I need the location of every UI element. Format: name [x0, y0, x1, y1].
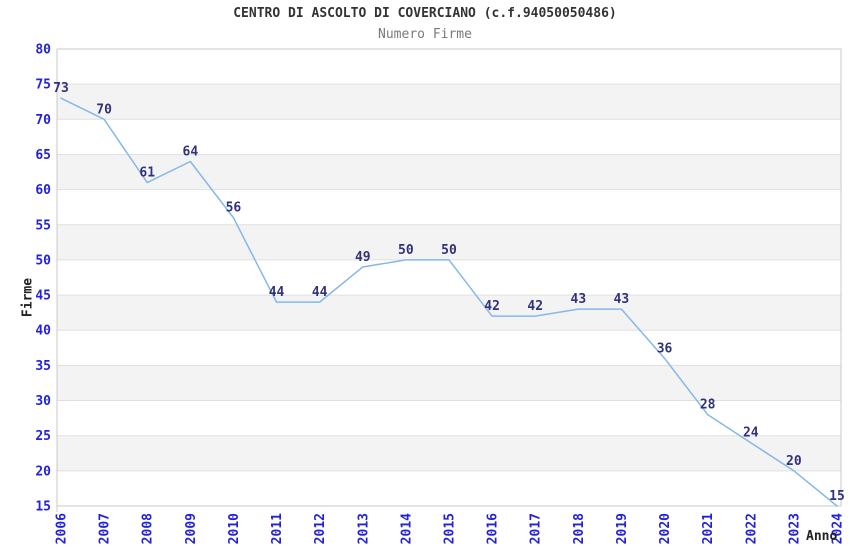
x-tick-label: 2014 [399, 513, 414, 544]
x-tick-label: 2011 [270, 513, 285, 544]
y-tick-label: 75 [35, 78, 51, 93]
value-label: 44 [269, 285, 285, 300]
value-label: 70 [96, 102, 112, 117]
x-tick-label: 2010 [227, 513, 242, 544]
y-tick-label: 55 [35, 218, 51, 233]
y-tick-label: 35 [35, 359, 51, 374]
chart-title: CENTRO DI ASCOLTO DI COVERCIANO (c.f.940… [233, 6, 617, 21]
x-tick-label: 2020 [658, 513, 673, 544]
x-tick-label: 2024 [831, 513, 846, 544]
x-tick-label: 2023 [787, 513, 802, 544]
value-label: 42 [527, 299, 543, 314]
value-label: 15 [829, 489, 845, 504]
x-tick-label: 2015 [443, 513, 458, 544]
value-label: 64 [183, 144, 199, 159]
x-tick-label: 2016 [486, 513, 501, 544]
x-tick-label: 2019 [615, 513, 630, 544]
plot-band [57, 154, 841, 190]
y-axis-title: Firme [20, 277, 36, 318]
x-axis-title: Anno [806, 529, 838, 544]
x-tick-label: 2017 [529, 513, 544, 544]
value-label: 61 [139, 166, 155, 181]
y-tick-label: 20 [35, 464, 51, 479]
y-tick-label: 25 [35, 429, 51, 444]
plot-band [57, 84, 841, 120]
plot-band [57, 295, 841, 331]
x-tick-label: 2009 [184, 513, 199, 544]
x-tick-label: 2007 [98, 513, 113, 544]
y-tick-label: 45 [35, 289, 51, 304]
x-tick-label: 2012 [313, 513, 328, 544]
x-tick-label: 2018 [572, 513, 587, 544]
y-tick-label: 70 [35, 113, 51, 128]
y-tick-label: 15 [35, 500, 51, 515]
value-label: 20 [786, 454, 802, 469]
y-tick-label: 80 [35, 43, 51, 58]
value-label: 36 [657, 341, 673, 356]
value-label: 44 [312, 285, 328, 300]
value-label: 56 [226, 201, 242, 216]
value-label: 49 [355, 250, 371, 265]
x-tick-label: 2022 [744, 513, 759, 544]
x-tick-label: 2006 [55, 513, 70, 544]
plot-border [56, 48, 842, 507]
value-label: 24 [743, 426, 759, 441]
value-label: 50 [441, 243, 457, 258]
series-line [60, 97, 838, 507]
plot-band [57, 435, 841, 471]
value-label: 43 [571, 292, 587, 307]
y-tick-label: 65 [35, 148, 51, 163]
value-label: 28 [700, 398, 716, 413]
plot-band [57, 365, 841, 401]
value-label: 43 [614, 292, 630, 307]
x-tick-label: 2008 [141, 513, 156, 544]
value-label: 73 [53, 81, 69, 96]
y-tick-label: 60 [35, 183, 51, 198]
y-tick-label: 40 [35, 324, 51, 339]
plot-band [57, 224, 841, 260]
chart-subtitle: Numero Firme [378, 27, 472, 42]
value-label: 50 [398, 243, 414, 258]
x-tick-label: 2013 [356, 513, 371, 544]
x-tick-label: 2021 [701, 513, 716, 544]
y-tick-label: 30 [35, 394, 51, 409]
y-tick-label: 50 [35, 253, 51, 268]
value-label: 42 [484, 299, 500, 314]
